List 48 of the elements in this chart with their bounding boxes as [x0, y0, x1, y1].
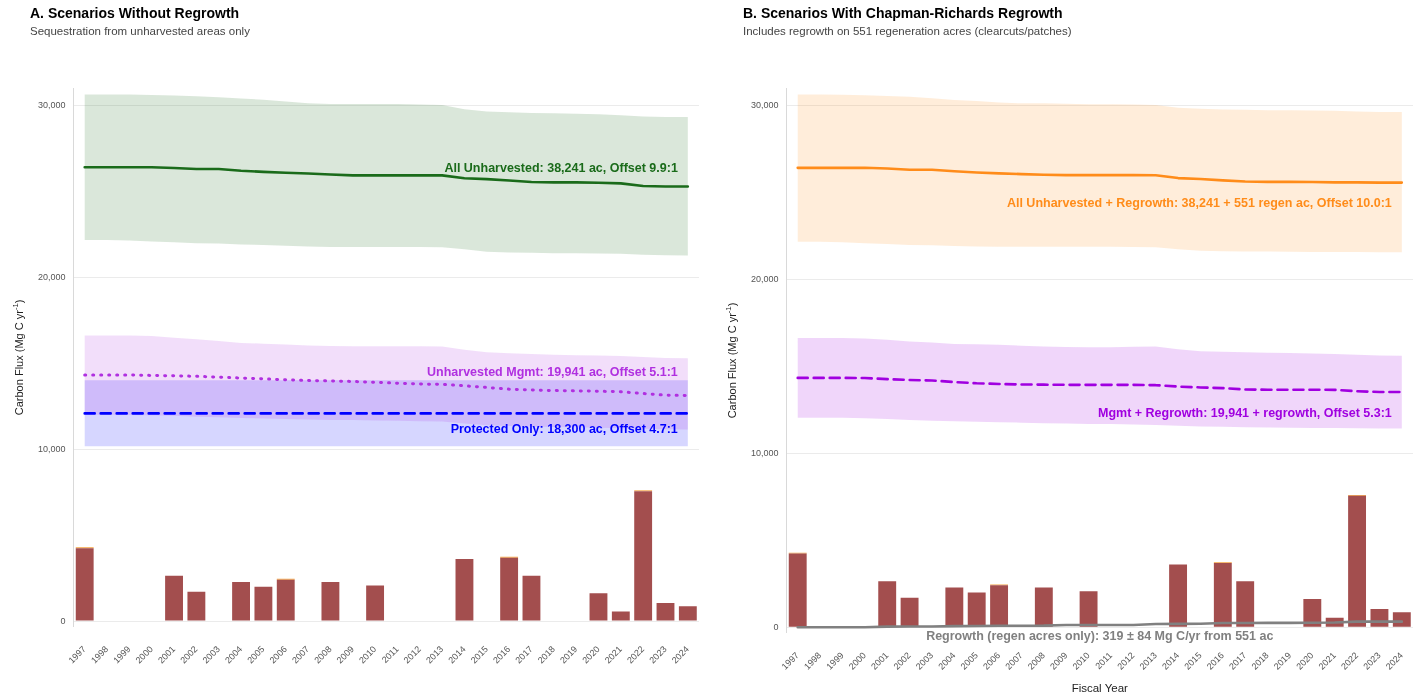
bar [788, 553, 807, 627]
bar [232, 581, 250, 621]
bar [1348, 495, 1367, 627]
annotation: All Unharvested + Regrowth: 38,241 + 551 regen ac, Offset 10.0:1 [1006, 195, 1392, 210]
bar [589, 593, 608, 621]
bar [254, 586, 273, 621]
bar [321, 581, 340, 621]
chart-subtitle: Includes regrowth on 551 regeneration acres (clearcuts/patches) [743, 24, 1072, 37]
y-tick-label: 0 [60, 615, 66, 626]
bar [1213, 563, 1232, 627]
y-tick-label: 20,000 [751, 274, 779, 285]
bar [1079, 591, 1098, 627]
annotation: All Unharvested: 38,241 ac, Offset 9.9:1 [444, 161, 678, 176]
x-axis-title: Fiscal Year [1071, 682, 1129, 695]
chart-title: B. Scenarios With Chapman-Richards Regrowth [743, 5, 1063, 22]
bar [945, 587, 964, 627]
bar [522, 575, 541, 621]
bar [990, 585, 1009, 627]
y-tick-label: 30,000 [38, 100, 66, 111]
y-tick-label: 0 [773, 621, 779, 632]
bar [75, 548, 94, 621]
bar [900, 597, 919, 627]
y-tick-label: 10,000 [38, 443, 66, 454]
y-tick-label: 30,000 [751, 100, 779, 111]
y-tick-label: 20,000 [38, 272, 66, 283]
chart-subtitle: Sequestration from unharvested areas only [30, 24, 251, 37]
bar [678, 606, 697, 621]
bar [878, 581, 897, 627]
bar [1034, 587, 1053, 627]
annotation: Mgmt + Regrowth: 19,941 + regrowth, Offset 5.3:1 [1097, 405, 1392, 420]
bar [656, 603, 675, 621]
annotation: Regrowth (regen acres only): 319 ± 84 Mg C/yr from 551 ac [926, 628, 1274, 643]
bar [276, 579, 295, 621]
bar [165, 575, 183, 621]
annotation: Protected Only: 18,300 ac, Offset 4.7:1 [450, 421, 678, 436]
annotation: Unharvested Mgmt: 19,941 ac, Offset 5.1:1 [427, 364, 678, 379]
bar [1169, 564, 1188, 627]
bar [500, 557, 519, 621]
chart-title: A. Scenarios Without Regrowth [30, 5, 240, 22]
bar [455, 559, 474, 621]
line-series [796, 376, 1404, 394]
bar [187, 591, 206, 621]
y-tick-label: 10,000 [751, 447, 779, 458]
bar [1236, 581, 1255, 627]
bar [366, 585, 385, 621]
bar [967, 592, 986, 627]
bar [611, 611, 630, 621]
bar [634, 491, 653, 621]
